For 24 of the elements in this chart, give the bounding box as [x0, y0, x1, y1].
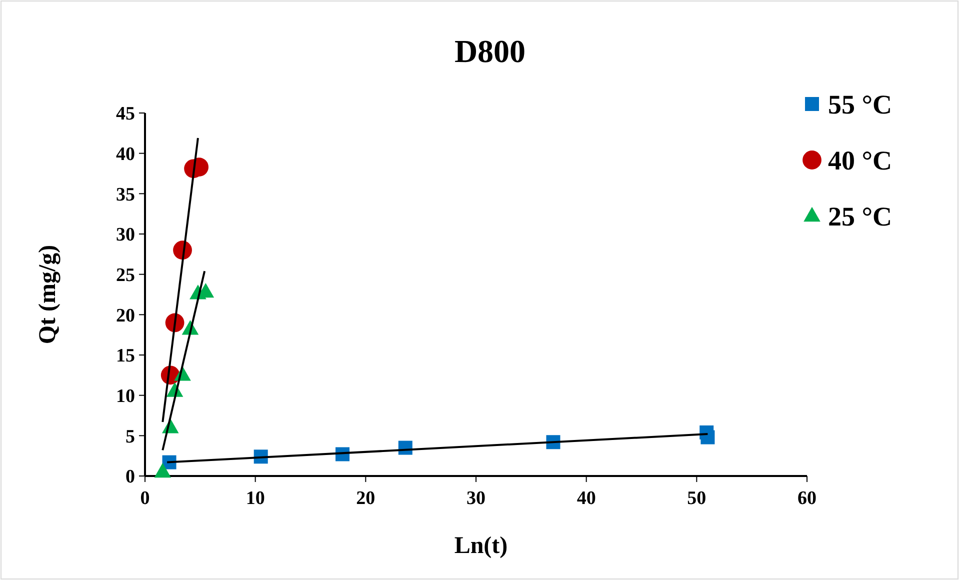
y-tick-label: 40 — [116, 144, 135, 165]
y-tick-label: 25 — [116, 264, 135, 286]
chart-title: D800 — [454, 33, 526, 69]
x-tick-label: 10 — [246, 488, 265, 509]
legend-label: 55 °C — [828, 89, 892, 120]
y-tick-label: 20 — [116, 305, 135, 326]
y-tick-label: 0 — [126, 466, 135, 488]
x-axis-title: Ln(t) — [454, 533, 508, 559]
x-tick-label: 20 — [356, 488, 376, 509]
y-axis-title: Qt (mg/g) — [35, 244, 61, 344]
y-tick-label: 45 — [116, 104, 135, 125]
legend-label: 25 °C — [828, 201, 892, 232]
x-tick-label: 40 — [576, 488, 596, 509]
x-tick-label: 50 — [687, 488, 706, 509]
y-tick-label: 10 — [116, 386, 135, 407]
x-tick-label: 0 — [140, 488, 150, 509]
y-tick-label: 15 — [116, 346, 135, 367]
y-tick-label: 35 — [116, 184, 135, 206]
x-tick-label: 60 — [798, 488, 816, 509]
y-tick-label: 30 — [116, 224, 135, 246]
legend-label: 40 °C — [828, 145, 892, 176]
y-tick-label: 5 — [126, 426, 135, 448]
x-tick-label: 30 — [466, 488, 486, 509]
point — [700, 430, 715, 444]
